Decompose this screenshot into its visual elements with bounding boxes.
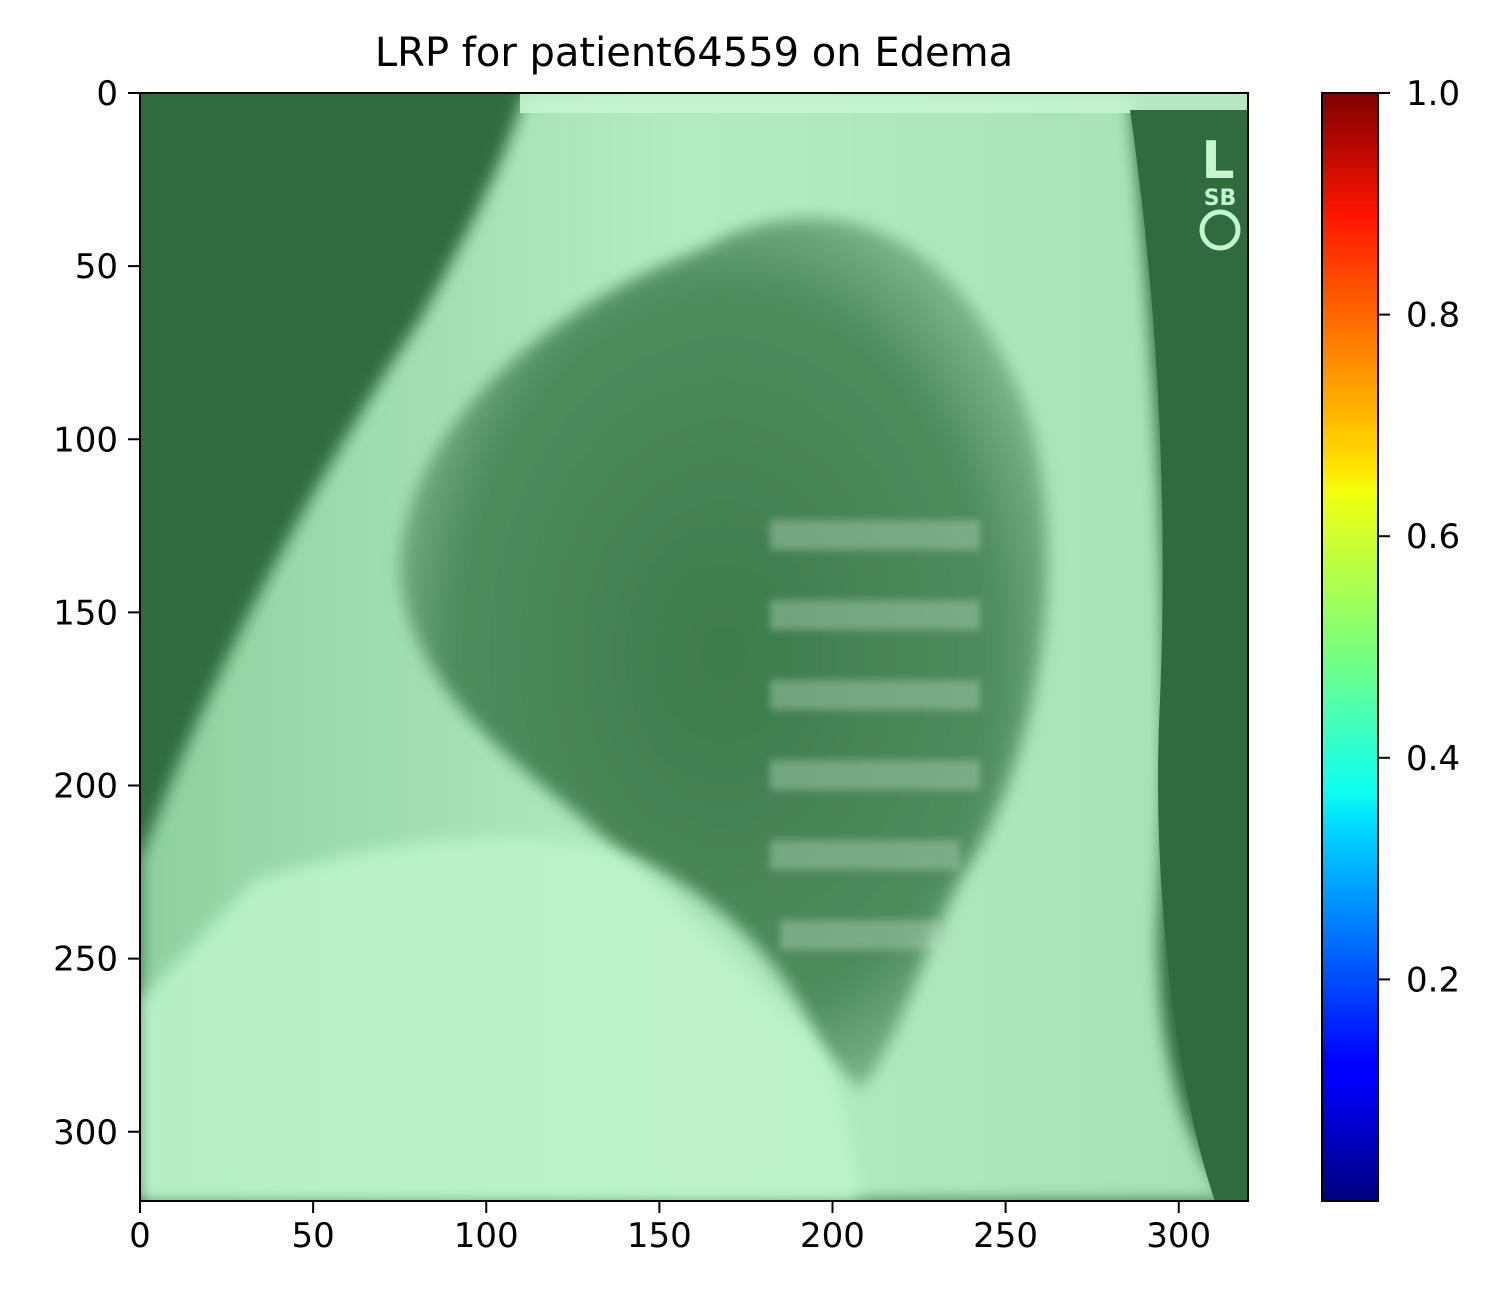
y-tick-label: 100 [53,420,118,460]
image-marker-L: L [1201,131,1234,191]
colorbar-tick-label: 0.2 [1406,960,1460,1000]
x-tick-label: 50 [291,1216,334,1256]
colorbar-tick-label: 1.0 [1406,74,1460,114]
x-tick-label: 0 [129,1216,151,1256]
colorbar-tick-label: 0.8 [1406,296,1460,336]
y-tick-label: 200 [53,767,118,807]
colorbar-tick-label: 0.6 [1406,517,1460,557]
x-tick-label: 150 [627,1216,692,1256]
colorbar-tick-label: 0.4 [1406,739,1460,779]
y-tick-label: 150 [53,593,118,633]
x-tick-label: 200 [800,1216,865,1256]
x-tick-label: 300 [1146,1216,1211,1256]
heatmap-image: L SB [140,93,1248,1201]
y-tick-label: 50 [75,247,118,287]
y-tick-label: 250 [53,940,118,980]
image-marker-SB: SB [1204,186,1237,211]
image-frame [139,92,1249,1202]
y-tick-label: 0 [96,74,118,114]
y-tick-label: 300 [53,1113,118,1153]
chart-title: LRP for patient64559 on Edema [375,30,1013,76]
colorbar-axis: 0.2 0.4 0.6 0.8 1.0 [1378,74,1460,1000]
image-marker-circle [1199,209,1241,251]
x-tick-label: 250 [973,1216,1038,1256]
x-axis: 0 50 100 150 200 250 300 [129,1201,1211,1256]
y-axis: 0 50 100 150 200 250 300 [53,74,140,1153]
x-tick-label: 100 [454,1216,519,1256]
colorbar [1321,92,1379,1202]
